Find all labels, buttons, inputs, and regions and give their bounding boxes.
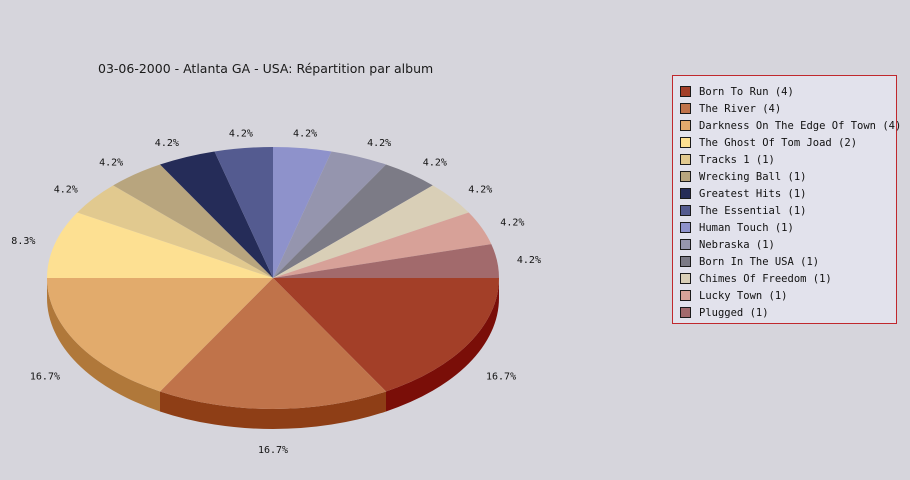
pie-slice bbox=[273, 278, 499, 392]
legend-label: Wrecking Ball (1) bbox=[699, 170, 807, 183]
legend-label: The River (4) bbox=[699, 102, 782, 115]
legend-label: Tracks 1 (1) bbox=[699, 153, 775, 166]
legend-item: Tracks 1 (1) bbox=[680, 151, 896, 168]
pie-slice bbox=[47, 212, 273, 278]
pie-percent-label: 4.2% bbox=[500, 218, 524, 229]
legend-swatch bbox=[680, 137, 691, 148]
pie-percent-label: 4.2% bbox=[99, 157, 123, 168]
legend-item: Nebraska (1) bbox=[680, 236, 896, 253]
pie-slices bbox=[47, 147, 499, 410]
legend-swatch bbox=[680, 120, 691, 131]
pie-percent-label: 16.7% bbox=[486, 372, 516, 383]
legend-item: Chimes Of Freedom (1) bbox=[680, 270, 896, 287]
legend-swatch bbox=[680, 273, 691, 284]
pie-slice bbox=[47, 278, 273, 392]
pie-slice bbox=[113, 164, 273, 278]
legend-label: Greatest Hits (1) bbox=[699, 187, 807, 200]
pie-percent-label: 4.2% bbox=[468, 185, 492, 196]
pie-slice bbox=[214, 147, 273, 278]
pie-labels: 16.7% 16.7% 16.7% 8.3% 4.2% 4.2% 4.2% 4.2% 4.2% 4… bbox=[11, 128, 541, 456]
legend-item: Wrecking Ball (1) bbox=[680, 168, 896, 185]
legend-item: Human Touch (1) bbox=[680, 219, 896, 236]
legend-item: Born In The USA (1) bbox=[680, 253, 896, 270]
legend-swatch bbox=[680, 171, 691, 182]
pie-percent-label: 4.2% bbox=[229, 128, 253, 139]
pie-percent-label: 16.7% bbox=[30, 372, 60, 383]
pie-percent-label: 4.2% bbox=[517, 255, 541, 266]
pie-slice bbox=[160, 151, 273, 278]
legend-item: Born To Run (4) bbox=[680, 83, 896, 100]
pie-slice bbox=[273, 185, 469, 278]
pie-percent-label: 4.2% bbox=[367, 138, 391, 149]
legend-label: Born In The USA (1) bbox=[699, 255, 820, 268]
legend-label: Darkness On The Edge Of Town (4) bbox=[699, 119, 902, 132]
pie-slice bbox=[273, 164, 433, 278]
legend-item: The River (4) bbox=[680, 100, 896, 117]
chart-title: 03-06-2000 - Atlanta GA - USA: Répartiti… bbox=[98, 61, 434, 76]
pie-sides bbox=[47, 278, 499, 429]
legend-item: The Essential (1) bbox=[680, 202, 896, 219]
pie-slice bbox=[273, 147, 332, 278]
legend-label: Chimes Of Freedom (1) bbox=[699, 272, 832, 285]
legend-swatch bbox=[680, 222, 691, 233]
legend-label: Lucky Town (1) bbox=[699, 289, 788, 302]
pie-slice-side bbox=[386, 278, 499, 412]
legend-item: Plugged (1) bbox=[680, 304, 896, 321]
pie-percent-label: 8.3% bbox=[11, 236, 35, 247]
legend-swatch bbox=[680, 154, 691, 165]
pie-percent-label: 4.2% bbox=[54, 185, 78, 196]
legend-swatch bbox=[680, 86, 691, 97]
legend-label: The Ghost Of Tom Joad (2) bbox=[699, 136, 858, 149]
pie-percent-label: 16.7% bbox=[258, 445, 288, 456]
legend: Born To Run (4) The River (4) Darkness On … bbox=[672, 75, 901, 324]
legend-swatch bbox=[680, 256, 691, 267]
legend-label: Plugged (1) bbox=[699, 306, 769, 319]
pie-slice bbox=[160, 278, 386, 410]
pie-percent-label: 4.2% bbox=[293, 128, 317, 139]
pie-slice bbox=[273, 212, 492, 278]
legend-label: Human Touch (1) bbox=[699, 221, 794, 234]
pie-percent-label: 4.2% bbox=[423, 157, 447, 168]
legend-swatch bbox=[680, 205, 691, 216]
pie-slice-side bbox=[47, 278, 160, 412]
legend-item: Greatest Hits (1) bbox=[680, 185, 896, 202]
pie-slice-side bbox=[160, 391, 386, 429]
legend-item: Darkness On The Edge Of Town (4) bbox=[680, 117, 901, 134]
legend-swatch bbox=[680, 307, 691, 318]
legend-swatch bbox=[680, 290, 691, 301]
pie-percent-label: 4.2% bbox=[155, 138, 179, 149]
legend-label: The Essential (1) bbox=[699, 204, 807, 217]
pie-slice bbox=[273, 151, 386, 278]
legend-swatch bbox=[680, 239, 691, 250]
legend-label: Nebraska (1) bbox=[699, 238, 775, 251]
legend-swatch bbox=[680, 103, 691, 114]
pie-slice bbox=[77, 185, 273, 278]
pie-slice bbox=[273, 244, 499, 278]
legend-swatch bbox=[680, 188, 691, 199]
legend-item: The Ghost Of Tom Joad (2) bbox=[680, 134, 896, 151]
legend-item: Lucky Town (1) bbox=[680, 287, 896, 304]
legend-label: Born To Run (4) bbox=[699, 85, 794, 98]
